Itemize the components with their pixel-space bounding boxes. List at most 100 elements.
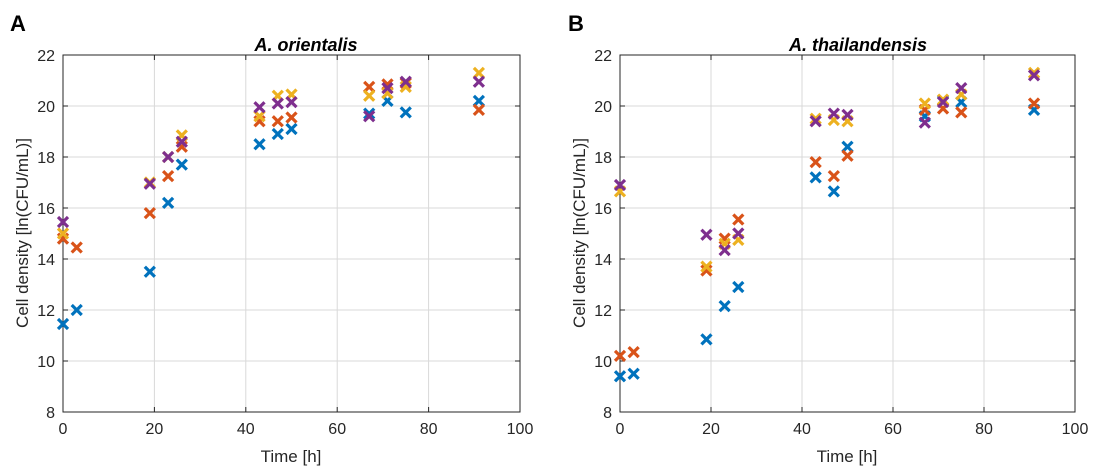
- marker-stroke: [271, 115, 284, 128]
- y-tick-label: 8: [46, 405, 55, 422]
- y-axis-label: Cell density [ln(CFU/mL)]: [570, 138, 589, 328]
- marker-stroke: [809, 155, 822, 169]
- marker-stroke: [143, 206, 156, 220]
- marker-stroke: [809, 112, 822, 125]
- data-point: [613, 349, 627, 363]
- axes-frame: [62, 54, 521, 413]
- y-tick-label: 14: [37, 252, 55, 269]
- data-point: [732, 227, 745, 240]
- data-point: [271, 97, 284, 110]
- marker-stroke: [285, 96, 298, 109]
- data-point: [143, 206, 156, 220]
- data-point: [732, 213, 745, 226]
- marker-stroke: [363, 107, 376, 120]
- data-point: [70, 303, 83, 317]
- plot-area: 0 20 40 60 80 100 8 10 12 14 16 18 20 22: [37, 48, 533, 438]
- marker-stroke: [827, 107, 840, 120]
- marker-stroke: [381, 82, 394, 95]
- x-tick-label: 100: [507, 421, 534, 438]
- marker-stroke: [613, 178, 627, 192]
- x-tick-label: 0: [616, 421, 625, 438]
- x-tick-label: 100: [1062, 421, 1089, 438]
- marker-stroke: [718, 300, 731, 313]
- data-point: [827, 169, 840, 183]
- marker-stroke: [175, 158, 188, 171]
- y-tick-label: 22: [37, 48, 55, 65]
- data-point: [700, 260, 713, 273]
- data-point: [161, 150, 175, 164]
- marker-stroke: [285, 122, 298, 136]
- chart-title: A. thailandensis: [788, 35, 927, 55]
- data-point: [143, 177, 156, 190]
- data-point: [918, 97, 931, 110]
- data-point: [809, 171, 822, 184]
- panel-letter: B: [568, 11, 584, 36]
- axes-frame: [619, 54, 1076, 413]
- data-point: [627, 345, 640, 359]
- marker-stroke: [627, 367, 640, 380]
- data-point: [253, 138, 266, 151]
- data-point: [70, 241, 83, 254]
- data-point: [613, 178, 627, 192]
- x-tick-label: 80: [420, 421, 438, 438]
- marker-stroke: [1027, 97, 1041, 110]
- marker-stroke: [700, 264, 713, 277]
- marker-stroke: [161, 150, 175, 164]
- data-point: [271, 115, 284, 128]
- data-point: [1027, 69, 1041, 82]
- marker-stroke: [271, 127, 284, 141]
- data-point: [161, 196, 175, 210]
- panel-a: A A. orientalis Time [h] Cell density [l…: [10, 11, 533, 466]
- data-point: [809, 112, 822, 125]
- marker-stroke: [472, 75, 486, 88]
- data-point: [143, 265, 156, 278]
- marker-stroke: [700, 333, 713, 346]
- data-point: [809, 115, 822, 128]
- marker-stroke: [918, 116, 931, 129]
- marker-stroke: [841, 149, 854, 162]
- data-point: [363, 89, 376, 102]
- marker-stroke: [161, 196, 175, 210]
- marker-stroke: [70, 303, 83, 317]
- y-tick-label: 20: [37, 99, 55, 116]
- data-point: [936, 93, 950, 106]
- plot-area: 0 20 40 60 80 100 8 10 12 14 16 18 20 22: [594, 48, 1088, 438]
- marker-stroke: [70, 241, 83, 254]
- data-point: [472, 75, 486, 88]
- y-tick-label: 8: [603, 405, 612, 422]
- y-tick-label: 16: [37, 201, 55, 218]
- marker-stroke: [285, 111, 298, 124]
- data-point: [841, 149, 854, 162]
- marker-stroke: [955, 82, 968, 95]
- marker-stroke: [143, 177, 156, 190]
- data-point: [1027, 66, 1041, 79]
- marker-stroke: [627, 345, 640, 359]
- data-point: [56, 215, 70, 229]
- data-point: [399, 75, 412, 88]
- marker-stroke: [399, 75, 412, 88]
- marker-stroke: [143, 265, 156, 278]
- marker-stroke: [827, 169, 840, 183]
- data-point: [718, 243, 731, 257]
- data-point: [700, 333, 713, 346]
- y-tick-label: 16: [594, 201, 612, 218]
- marker-stroke: [936, 96, 950, 109]
- y-tick-label: 10: [37, 354, 55, 371]
- data-point: [399, 106, 412, 119]
- marker-stroke: [363, 110, 376, 123]
- data-point: [285, 96, 298, 109]
- data-point: [381, 82, 394, 95]
- chart-title: A. orientalis: [253, 35, 357, 55]
- data-point: [285, 111, 298, 124]
- data-point: [918, 116, 931, 129]
- marker-stroke: [936, 93, 950, 106]
- marker-stroke: [253, 138, 266, 151]
- marker-stroke: [271, 97, 284, 110]
- y-tick-label: 12: [37, 303, 55, 320]
- marker-stroke: [613, 370, 627, 383]
- marker-stroke: [841, 108, 854, 122]
- data-point: [56, 317, 70, 331]
- marker-stroke: [827, 185, 840, 198]
- data-point: [955, 106, 968, 119]
- marker-stroke: [1027, 66, 1041, 79]
